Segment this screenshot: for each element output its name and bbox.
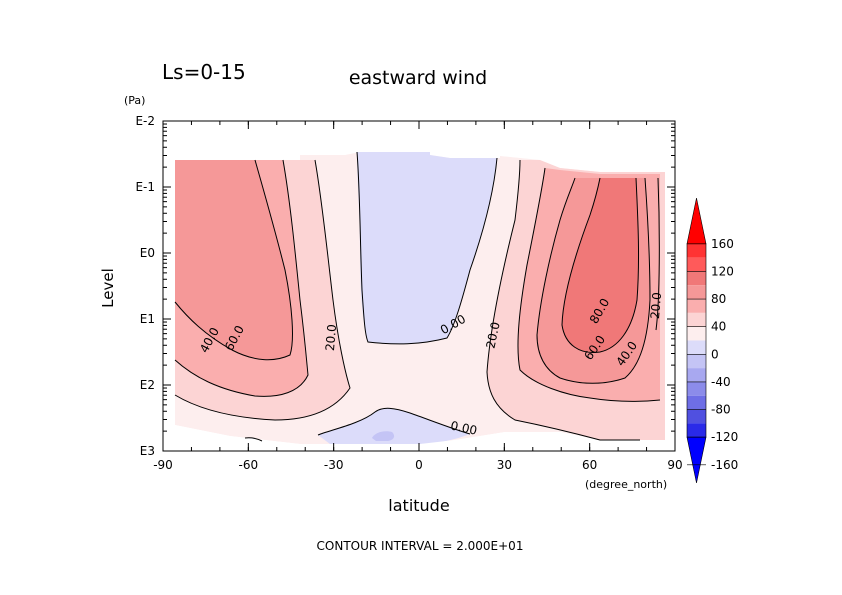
region-neg-lower-core xyxy=(372,431,395,441)
region-60-80-south xyxy=(175,160,293,360)
colorbar-swatch xyxy=(687,409,706,424)
x-axis-tick-labels: -90 -60 -30 0 30 60 90 xyxy=(153,458,682,472)
y-tick-label: E-1 xyxy=(135,180,155,194)
x-tick-label: -60 xyxy=(239,458,259,472)
contour-line-40-south xyxy=(174,159,309,397)
x-axis-label: latitude xyxy=(388,496,449,515)
y-tick-label: E3 xyxy=(140,444,155,458)
y-axis-ticks xyxy=(163,120,675,452)
colorbar-bottom-arrow xyxy=(686,436,707,484)
x-axis-unit: (degree_north) xyxy=(585,478,667,491)
subtitle: Ls=0-15 xyxy=(162,60,246,84)
contour-label: 20.0 xyxy=(648,292,664,320)
contour-line-0-north-upper xyxy=(356,151,498,345)
contour-line-0-lower xyxy=(317,407,471,436)
colorbar-swatch xyxy=(687,271,706,286)
y-tick-label: E1 xyxy=(140,312,155,326)
x-axis-ticks xyxy=(162,121,676,451)
contour-line-0-sw xyxy=(244,437,263,442)
colorbar-swatch xyxy=(687,368,706,382)
x-tick-label: 60 xyxy=(582,458,597,472)
colorbar-label: 40 xyxy=(711,320,726,334)
region-neg-upper xyxy=(357,152,497,344)
contour-label: 20.0 xyxy=(483,321,502,350)
colorbar-labels: 160 120 80 40 0 -40 -80 -120 -160 xyxy=(711,237,738,472)
y-axis-unit: (Pa) xyxy=(124,94,145,107)
colorbar-label: -40 xyxy=(711,375,731,389)
contour-line-20-north xyxy=(486,159,640,441)
x-tick-label: -90 xyxy=(153,458,173,472)
colorbar-swatch xyxy=(687,326,706,341)
colorbar-swatch xyxy=(687,299,706,313)
colorbar-swatch xyxy=(687,381,706,396)
y-tick-label: E0 xyxy=(140,246,155,260)
colorbar-label: 80 xyxy=(711,292,726,306)
contour-interval-footer: CONTOUR INTERVAL = 2.000E+01 xyxy=(317,539,524,553)
colorbar-swatch xyxy=(687,285,706,300)
colorbar-label: -120 xyxy=(711,430,738,444)
colorbar xyxy=(686,197,707,484)
contour-line-60-north xyxy=(536,177,651,384)
region-neg-lower xyxy=(318,408,470,444)
x-tick-label: 30 xyxy=(497,458,512,472)
contour-line-80-north xyxy=(561,177,640,354)
colorbar-label: 120 xyxy=(711,264,734,278)
y-axis-label: Level xyxy=(99,268,117,308)
y-axis-tick-labels: E3 E2 E1 E0 E-1 E-2 xyxy=(135,114,155,458)
x-tick-label: 90 xyxy=(667,458,682,472)
colorbar-label: -80 xyxy=(711,403,731,417)
contour-label: 20.0 xyxy=(323,324,339,352)
contour-line-20-south xyxy=(174,159,351,421)
colorbar-swatch xyxy=(687,340,706,355)
contour-lines xyxy=(174,151,661,442)
colorbar-label: 160 xyxy=(711,237,734,251)
x-tick-label: 0 xyxy=(415,458,423,472)
colorbar-swatch xyxy=(687,395,706,410)
region-80-100-north xyxy=(562,178,639,353)
contour-label: 0.00 xyxy=(449,418,478,437)
x-tick-label: -30 xyxy=(324,458,344,472)
region-nodata-bottom xyxy=(163,425,675,451)
colorbar-swatch xyxy=(687,243,706,258)
y-tick-label: E-2 xyxy=(135,114,155,128)
contour-line-20-north-edge xyxy=(655,177,660,331)
colorbar-swatch xyxy=(687,354,706,369)
colorbar-top-arrow xyxy=(686,197,707,245)
contour-line-60-south xyxy=(174,159,293,361)
contour-fills xyxy=(163,152,675,451)
contour-line-40-north xyxy=(517,167,661,402)
colorbar-label: 0 xyxy=(711,347,719,361)
colorbar-label: -160 xyxy=(711,458,738,472)
colorbar-swatch xyxy=(687,312,706,327)
colorbar-swatch xyxy=(687,423,706,438)
y-tick-label: E2 xyxy=(140,378,155,392)
colorbar-swatch xyxy=(687,257,706,272)
chart-title: eastward wind xyxy=(349,67,487,89)
